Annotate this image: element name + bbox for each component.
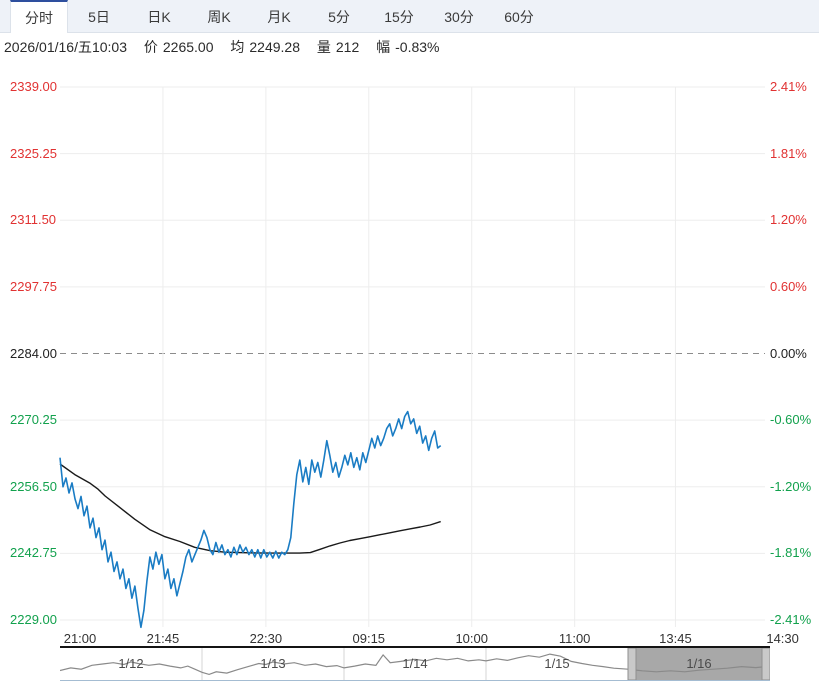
timeframe-tab[interactable]: 5分 — [328, 9, 350, 25]
quote-datetime: 2026/01/16/五10:03 — [4, 39, 127, 55]
y-axis-percent-label: 1.81% — [770, 145, 807, 161]
date-navigator[interactable]: 1/12 1/13 1/14 1/15 1/16 — [60, 646, 770, 681]
change-value: -0.83% — [395, 39, 440, 55]
y-axis-percent-label: 0.00% — [770, 345, 807, 361]
x-axis-time-label: 09:15 — [352, 631, 386, 646]
price-value: 2265.00 — [162, 39, 214, 55]
nav-handle-right[interactable] — [761, 648, 770, 680]
volume-label: 量 — [316, 39, 331, 55]
y-axis-price-label: 2297.75 — [10, 278, 57, 294]
y-axis-price-label: 2256.50 — [10, 478, 57, 494]
timeframe-tab[interactable]: 日K — [147, 9, 171, 25]
y-axis-percent-label: 0.60% — [770, 278, 807, 294]
x-axis-time-label: 11:00 — [558, 631, 591, 646]
nav-selected-window[interactable] — [628, 648, 770, 680]
price-label: 价 — [143, 39, 158, 55]
x-axis-time-label: 14:30 — [766, 631, 799, 646]
y-axis-percent-label: 1.20% — [770, 212, 807, 228]
average-label: 均 — [230, 39, 245, 55]
y-axis-price-label: 2242.75 — [10, 545, 57, 561]
average-value: 2249.28 — [249, 39, 300, 55]
timeframe-tab[interactable]: 月K — [267, 9, 291, 25]
y-axis-percent-label: -0.60% — [770, 412, 812, 428]
change-label: 幅 — [376, 39, 391, 55]
timeframe-tab[interactable]: 分时 — [10, 0, 68, 33]
timeframe-tab[interactable]: 周K — [207, 9, 231, 25]
x-axis-time-label: 13:45 — [659, 631, 692, 646]
volume-value: 212 — [335, 39, 360, 55]
nav-handle-left[interactable] — [627, 648, 637, 680]
y-axis-price-label: 2229.00 — [10, 612, 57, 627]
price-line — [59, 410, 442, 629]
y-axis-percent-label: -1.81% — [770, 545, 812, 561]
intraday-chart-canvas[interactable] — [0, 60, 819, 646]
x-axis-time-label: 21:45 — [146, 631, 180, 646]
y-axis-percent-label: 2.41% — [770, 79, 807, 94]
y-axis-price-label: 2311.50 — [10, 212, 57, 228]
x-axis-time-label: 10:00 — [455, 631, 488, 646]
quote-infobar: 2026/01/16/五10:03 价 2265.00 均 2249.28 量 212… — [0, 34, 819, 60]
timeframe-tab[interactable]: 15分 — [384, 9, 414, 25]
average-price-line — [59, 463, 441, 554]
timeframe-tab[interactable]: 60分 — [504, 9, 534, 25]
x-axis-time-label: 21:00 — [63, 631, 97, 646]
y-axis-price-label: 2270.25 — [10, 412, 57, 428]
y-axis-price-label: 2325.25 — [10, 145, 57, 161]
timeframe-tab[interactable]: 30分 — [444, 9, 474, 25]
intraday-chart[interactable]: 2339.00 2.41% 2325.25 1.81% 2311.50 1.20% 2297… — [0, 60, 819, 646]
y-axis-percent-label: -1.20% — [770, 478, 812, 494]
y-axis-percent-label: -2.41% — [770, 612, 812, 627]
y-axis-price-label: 2339.00 — [10, 79, 57, 94]
x-axis-time-label: 22:30 — [249, 631, 283, 646]
timeframe-tab[interactable]: 5日 — [88, 9, 110, 25]
y-axis-price-label: 2284.00 — [10, 345, 57, 361]
date-navigator-canvas[interactable] — [60, 648, 770, 680]
nav-mini-line — [60, 653, 770, 676]
timeframe-tabbar: 分时 5日 日K 周K 月K 5分 15分 30分 60分 — [0, 0, 819, 33]
